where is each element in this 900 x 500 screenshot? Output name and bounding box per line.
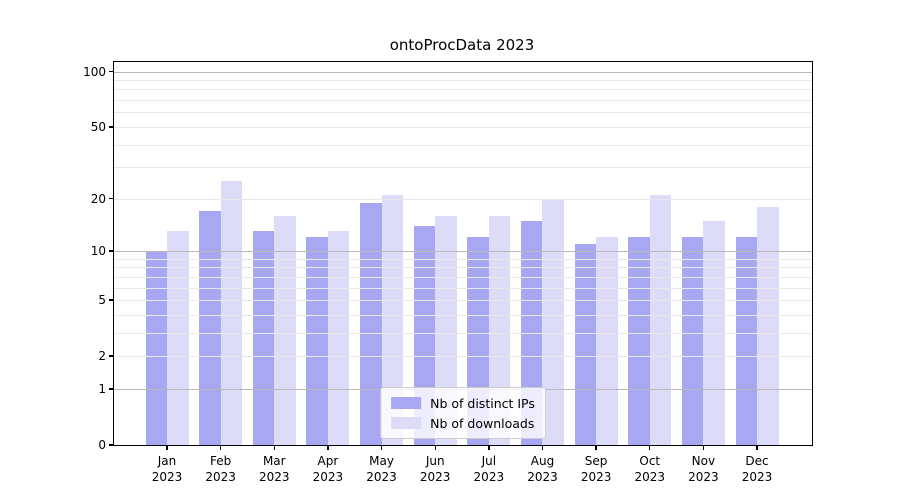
x-tick-mark: [649, 446, 651, 450]
x-tick-year: 2023: [419, 470, 451, 484]
x-tick-label: Apr 2023: [296, 453, 360, 485]
y-tick-mark: [109, 250, 113, 252]
x-tick-label: Nov 2023: [671, 453, 735, 485]
bar-nb-of-downloads-oct: [649, 194, 672, 445]
x-tick-mark: [488, 446, 490, 450]
bar-nb-of-downloads-aug: [542, 198, 564, 445]
bar-nb-of-distinct-ips-feb: [199, 211, 221, 445]
plot-area: Nb of distinct IPs Nb of downloads 0 1 2 5 1…: [83, 61, 813, 484]
legend-item-distinct-ips: Nb of distinct IPs: [391, 393, 535, 413]
bar-nb-of-downloads-mar: [274, 215, 296, 445]
bar-nb-of-downloads-apr: [327, 231, 350, 445]
x-tick-label: Mar 2023: [242, 453, 306, 485]
chart-title: ontoProcData 2023: [389, 36, 535, 54]
x-tick-mark: [327, 446, 329, 450]
x-tick-year: 2023: [312, 470, 344, 484]
y-tick-mark: [109, 197, 113, 200]
gridline-minor: [114, 80, 812, 82]
y-tick-label: 1: [98, 381, 106, 396]
x-tick-mark: [219, 446, 222, 450]
y-tick-label: 100: [83, 64, 106, 79]
legend-swatch-downloads: [391, 417, 422, 429]
gridline-minor: [114, 112, 812, 114]
gridline-major: [114, 250, 812, 252]
x-tick-mark: [541, 446, 544, 450]
legend-label-distinct-ips: Nb of distinct IPs: [430, 395, 535, 411]
gridline-major: [114, 71, 812, 73]
gridline-minor: [114, 167, 812, 169]
y-tick-mark: [109, 299, 113, 301]
x-tick-year: 2023: [527, 470, 558, 484]
gridline-minor: [114, 267, 812, 269]
gridline-minor: [114, 314, 812, 316]
x-tick-label: Jan 2023: [135, 453, 199, 485]
y-tick-label: 2: [98, 349, 106, 364]
bar-nb-of-downloads-feb: [220, 181, 243, 445]
bar-nb-of-distinct-ips-mar: [252, 231, 275, 445]
y-tick-mark: [109, 70, 113, 73]
x-tick-mark: [166, 446, 168, 450]
x-tick-label: May 2023: [350, 453, 414, 485]
gridline-minor: [114, 287, 812, 289]
x-tick-label: Jun 2023: [403, 453, 467, 485]
x-tick-year: 2023: [473, 470, 505, 484]
y-tick-mark: [109, 355, 113, 357]
bar-nb-of-downloads-sep: [596, 237, 618, 445]
gridline-minor: [114, 258, 812, 260]
bar-nb-of-distinct-ips-oct: [628, 237, 650, 445]
gridline-minor: [114, 356, 812, 358]
x-tick-label: Aug 2023: [510, 453, 574, 485]
y-tick-label: 0: [98, 438, 106, 452]
bar-nb-of-distinct-ips-apr: [306, 237, 328, 445]
bar-nb-of-distinct-ips-nov: [681, 237, 704, 445]
bar-nb-of-downloads-dec: [757, 206, 779, 445]
bar-nb-of-downloads-may: [381, 194, 404, 445]
gridline-minor: [114, 198, 812, 200]
x-tick-label: Feb 2023: [189, 453, 253, 485]
gridline-minor: [114, 276, 812, 278]
legend-item-downloads: Nb of downloads: [391, 413, 535, 433]
x-tick-mark: [702, 446, 705, 450]
x-tick-year: 2023: [634, 470, 666, 484]
x-tick-year: 2023: [741, 470, 773, 484]
y-tick-mark: [109, 444, 113, 446]
x-tick-year: 2023: [580, 470, 612, 484]
gridline-minor: [114, 300, 812, 302]
y-tick-label: 50: [90, 119, 106, 134]
gridline-minor: [114, 126, 812, 128]
y-tick-mark: [109, 388, 113, 390]
x-tick-year: 2023: [258, 470, 290, 484]
y-tick-mark: [109, 126, 113, 128]
x-tick-year: 2023: [205, 470, 236, 484]
x-tick-label: Oct 2023: [618, 453, 682, 485]
legend: Nb of distinct IPs Nb of downloads: [380, 387, 546, 439]
x-tick-label: Dec 2023: [725, 453, 789, 485]
bar-nb-of-distinct-ips-may: [360, 202, 382, 445]
x-tick-label: Sep 2023: [564, 453, 628, 485]
legend-swatch-distinct-ips: [391, 397, 422, 409]
y-tick-label: 10: [90, 243, 106, 258]
x-tick-mark: [756, 446, 758, 450]
bar-nb-of-downloads-jan: [167, 231, 189, 445]
bar-nb-of-distinct-ips-sep: [574, 243, 597, 445]
x-tick-mark: [273, 446, 275, 450]
y-tick-label: 20: [90, 191, 106, 206]
x-tick-year: 2023: [151, 470, 183, 484]
legend-label-downloads: Nb of downloads: [430, 415, 535, 431]
y-tick-label: 5: [98, 293, 106, 308]
x-tick-year: 2023: [366, 470, 397, 484]
x-tick-mark: [434, 446, 436, 450]
x-tick-year: 2023: [688, 470, 719, 484]
gridline-minor: [114, 100, 812, 102]
bar-nb-of-distinct-ips-jan: [145, 250, 167, 445]
gridline-minor: [114, 332, 812, 334]
gridline-minor: [114, 89, 812, 91]
x-tick-label: Jul 2023: [457, 453, 521, 485]
x-tick-mark: [380, 446, 383, 450]
gridline-minor: [114, 144, 812, 146]
bar-nb-of-distinct-ips-dec: [735, 237, 758, 445]
x-tick-mark: [595, 446, 597, 450]
